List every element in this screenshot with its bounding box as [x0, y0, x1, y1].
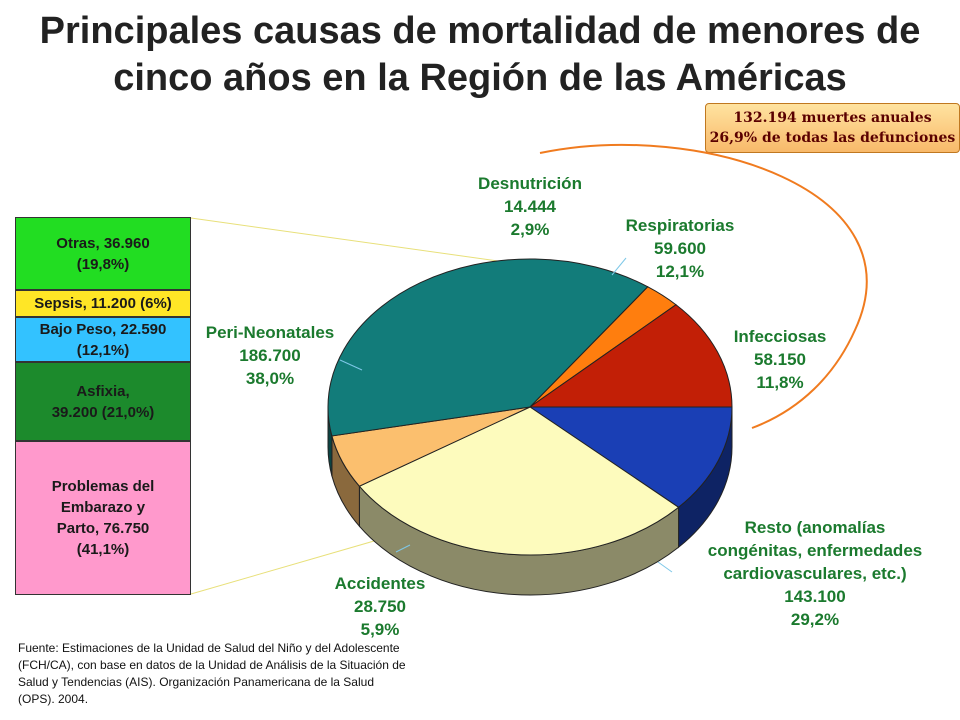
slice-name-line-3: cardiovasculares, etc.) — [723, 564, 907, 583]
slice-pct: 11,8% — [756, 373, 804, 392]
source-note: Fuente: Estimaciones de la Unidad de Sal… — [18, 641, 406, 706]
breakdown-line-1: Bajo Peso, 22.590 — [39, 320, 167, 338]
slice-value: 186.700 — [239, 346, 301, 365]
slice-pct: 5,9% — [360, 620, 400, 639]
callout-line-2: 26,9% de todas las defunciones — [709, 130, 956, 146]
breakdown-line-1: Problemas del — [51, 478, 155, 495]
breakdown-bajo-peso: Bajo Peso, 22.590 (12,1%) — [15, 317, 191, 362]
slice-name-line-1: Resto (anomalías — [744, 518, 886, 537]
slice-name: Peri-Neonatales — [205, 323, 335, 342]
slice-pct: 2,9% — [510, 220, 550, 239]
breakdown-line-1: Asfixia, — [76, 382, 130, 400]
leader-accidentes — [395, 544, 411, 553]
breakdown-problemas-embarazo: Problemas del Embarazo y Parto, 76.750 (… — [15, 441, 191, 595]
label-desnutricion: Desnutrición 14.444 2,9% — [445, 172, 615, 241]
slice-name: Respiratorias — [625, 216, 735, 235]
label-accidentes: Accidentes 28.750 5,9% — [300, 572, 460, 641]
slice-name: Desnutrición — [478, 174, 582, 193]
breakdown-sepsis: Sepsis, 11.200 (6%) — [15, 290, 191, 317]
slice-value: 59.600 — [654, 239, 706, 258]
slice-value: 143.100 — [784, 587, 846, 606]
slice-name-line-2: congénitas, enfermedades — [707, 541, 923, 560]
breakdown-line-1: Sepsis, 11.200 (6%) — [34, 295, 172, 312]
slice-pct: 38,0% — [245, 369, 295, 388]
slice-value: 28.750 — [354, 597, 406, 616]
callout-line-1: 132.194 muertes anuales — [733, 110, 932, 126]
connector-top — [190, 217, 506, 263]
leader-resto — [657, 561, 673, 573]
page-title: Principales causas de mortalidad de meno… — [39, 10, 921, 99]
leader-lines — [339, 257, 673, 573]
slice-value: 58.150 — [754, 350, 806, 369]
slice-value: 14.444 — [504, 197, 556, 216]
breakdown-line-2: (12,1%) — [76, 341, 130, 359]
slice-name: Accidentes — [334, 574, 426, 593]
breakdown-line-3: Parto, 76.750 — [56, 520, 150, 537]
slice-peri — [327, 258, 649, 437]
breakdown-line-2: (19,8%) — [76, 255, 130, 273]
annual-deaths-callout: 132.194 muertes anuales 26,9% de todas l… — [705, 103, 960, 153]
breakdown-line-2: Embarazo y — [60, 499, 146, 516]
pie-slices — [327, 258, 733, 556]
leader-peri-neonatales — [339, 359, 363, 371]
slice-infecciosas — [528, 406, 733, 508]
breakdown-asfixia: Asfixia, 39.200 (21,0%) — [15, 362, 191, 441]
slice-resto — [358, 406, 680, 556]
slice-pct: 29,2% — [790, 610, 840, 629]
breakdown-line-4: (41,1%) — [76, 541, 130, 558]
breakdown-otras: Otras, 36.960 (19,8%) — [15, 217, 191, 290]
breakdown-line-2: 39.200 (21,0%) — [51, 403, 155, 421]
slice-respiratorias — [528, 304, 733, 408]
label-infecciosas: Infecciosas 58.150 11,8% — [700, 325, 860, 394]
breakdown-line-1: Otras, 36.960 — [56, 234, 150, 252]
label-respiratorias: Respiratorias 59.600 12,1% — [595, 214, 765, 283]
slice-pct: 12,1% — [655, 262, 705, 281]
slice-name: Infecciosas — [733, 327, 827, 346]
leader-respiratorias — [611, 257, 627, 276]
pie-sides — [327, 406, 733, 596]
label-peri-neonatales: Peri-Neonatales 186.700 38,0% — [185, 321, 355, 390]
label-resto: Resto (anomalías congénitas, enfermedade… — [665, 516, 960, 631]
callout-arc — [539, 143, 868, 429]
